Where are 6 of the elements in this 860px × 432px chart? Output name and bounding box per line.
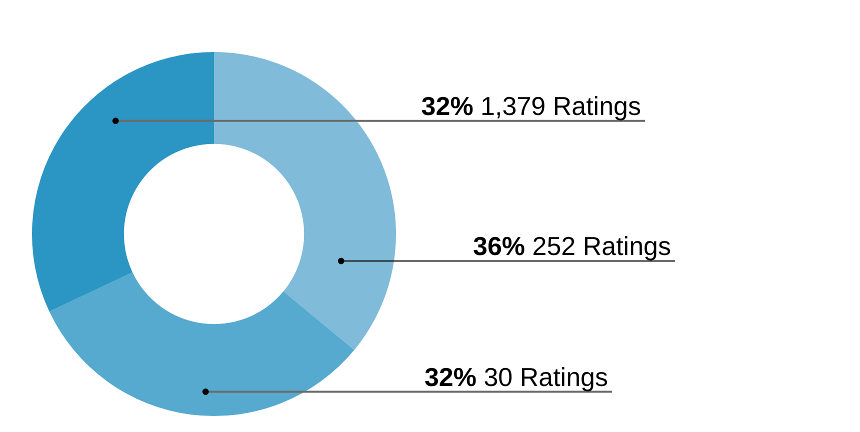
- slice-label: 1,379 Ratings: [480, 90, 642, 121]
- slice-label: 252 Ratings: [532, 231, 672, 262]
- slice-label: 30 Ratings: [484, 362, 608, 392]
- data-label: 36%: [472, 231, 526, 262]
- data-label: 32%: [421, 90, 474, 121]
- data-label: 32%: [424, 362, 476, 392]
